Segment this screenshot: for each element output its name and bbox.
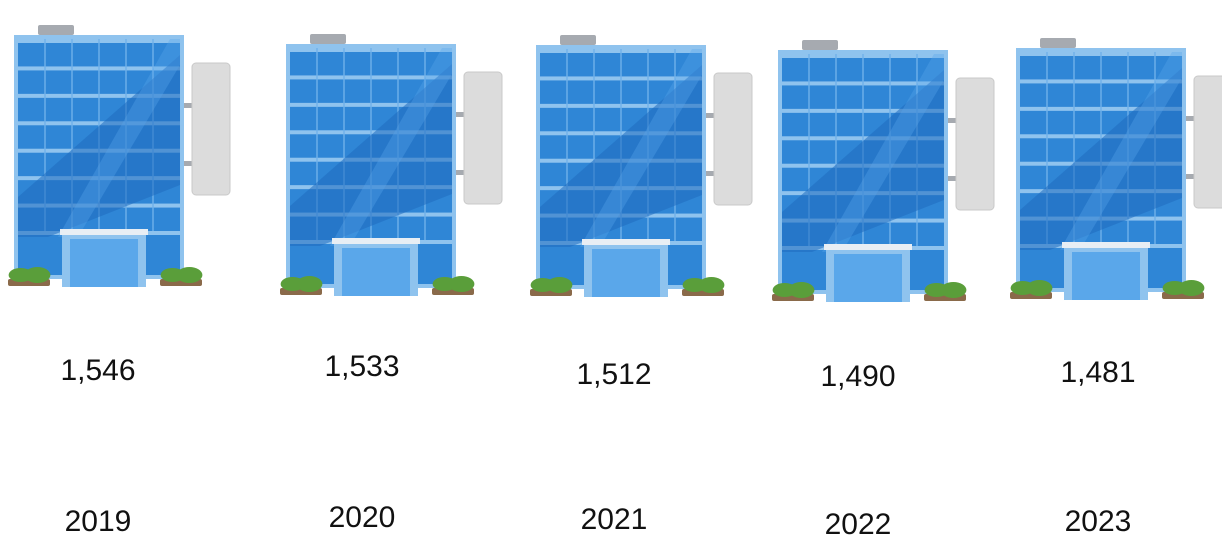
value-label: 1,533 [324, 350, 399, 383]
category-label: 2021 [581, 503, 648, 536]
value-label: 1,512 [576, 358, 651, 391]
building-icon [530, 35, 753, 297]
value-label: 1,481 [1060, 356, 1135, 389]
building-icon [772, 40, 995, 302]
building-icon [8, 25, 231, 287]
building-icon [280, 34, 503, 296]
category-label: 2022 [825, 508, 892, 537]
category-label: 2019 [65, 505, 132, 537]
value-label: 1,546 [60, 354, 135, 387]
category-label: 2020 [329, 501, 396, 534]
building-icon [1010, 38, 1222, 300]
value-label: 1,490 [820, 360, 895, 393]
category-label: 2023 [1065, 505, 1132, 537]
